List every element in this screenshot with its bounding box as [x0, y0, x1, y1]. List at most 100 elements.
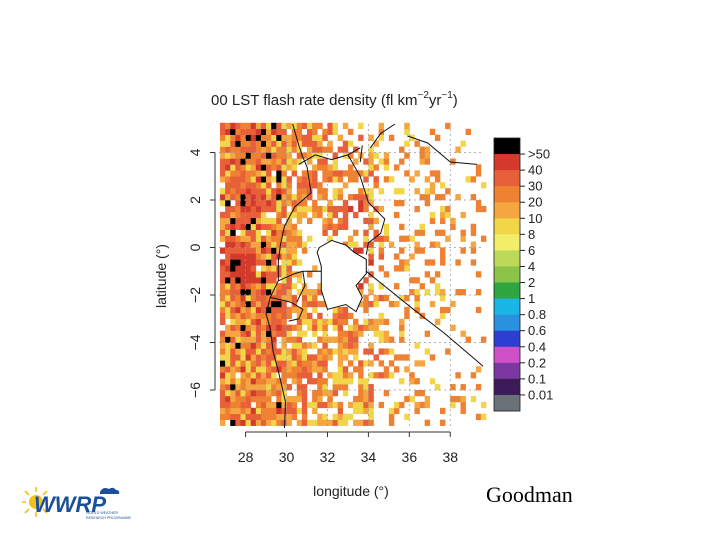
heatmap-cell [266, 164, 272, 171]
legend-swatch [494, 266, 520, 283]
heatmap-cell [322, 188, 328, 195]
heatmap-cell [260, 366, 267, 373]
heatmap-cell [281, 211, 287, 219]
heatmap-cell [230, 194, 236, 201]
heatmap-cell [342, 372, 349, 379]
heatmap-cell [266, 384, 272, 391]
heatmap-cell [434, 134, 441, 141]
heatmap-cell [281, 134, 287, 141]
heatmap-cell [424, 176, 431, 183]
heatmap-cell [317, 372, 323, 379]
heatmap-cell [250, 360, 257, 367]
heatmap-cell [235, 283, 241, 290]
heatmap-cell [250, 306, 257, 314]
heatmap-cell [281, 300, 287, 308]
heatmap-cell [250, 140, 257, 147]
x-tick-label: 34 [361, 449, 377, 465]
heatmap-cell [260, 253, 267, 260]
heatmap-cell [250, 241, 257, 248]
heatmap-cell [245, 289, 252, 296]
heatmap-cell [271, 330, 277, 337]
heatmap-cell [230, 283, 236, 290]
heatmap-cell [220, 217, 226, 225]
heatmap-cell [271, 312, 277, 320]
heatmap-cell [281, 140, 287, 147]
heatmap-cell [307, 217, 313, 225]
heatmap-cell [291, 253, 298, 260]
heatmap-cell [240, 306, 246, 314]
heatmap-cell [332, 188, 338, 195]
heatmap-cell [445, 211, 451, 219]
heatmap-cell [220, 378, 226, 385]
heatmap-cell [414, 306, 420, 314]
heatmap-cell [255, 152, 262, 159]
title-mid: yr [429, 92, 442, 109]
heatmap-cell [276, 235, 282, 242]
heatmap-cell [440, 182, 446, 189]
heatmap-cell [235, 235, 241, 242]
x-tick-label: 32 [320, 449, 336, 465]
heatmap-cell [281, 265, 287, 272]
heatmap-cell [286, 146, 292, 153]
heatmap-cell [368, 324, 374, 331]
heatmap-cell [301, 247, 308, 254]
heatmap-cell [245, 283, 252, 290]
heatmap-cell [296, 259, 303, 266]
heatmap-cell [307, 295, 313, 302]
heatmap-cell [235, 253, 241, 260]
heatmap-cell [271, 223, 277, 230]
heatmap-cell [470, 229, 477, 236]
heatmap-cell [220, 194, 226, 201]
heatmap-cell [260, 235, 267, 242]
heatmap-cell [373, 152, 379, 159]
heatmap-cell [337, 378, 344, 385]
heatmap-cell [250, 395, 257, 403]
heatmap-cell [409, 176, 415, 183]
heatmap-cell [353, 401, 359, 409]
heatmap-cell [286, 413, 292, 420]
heatmap-cell [266, 128, 272, 135]
heatmap-cell [225, 348, 231, 355]
heatmap-cell [301, 300, 308, 308]
heatmap-cell [378, 360, 385, 367]
legend-label: 20 [528, 195, 542, 210]
x-tick-label: 36 [402, 449, 418, 465]
heatmap-cell [245, 122, 252, 130]
heatmap-cell [260, 182, 267, 189]
heatmap-cell [291, 360, 298, 367]
heatmap-cell [358, 200, 364, 207]
x-tick-label: 30 [279, 449, 295, 465]
heatmap-cell [255, 217, 262, 225]
heatmap-cell [276, 241, 282, 248]
heatmap-cell [245, 360, 252, 367]
heatmap-cell [429, 182, 436, 189]
legend-swatch [494, 330, 520, 348]
heatmap-cell [230, 146, 236, 153]
heatmap-cell [245, 211, 252, 219]
heatmap-cell [296, 384, 303, 391]
heatmap-cell [301, 354, 308, 361]
heatmap-cell [301, 348, 308, 355]
heatmap-cell [393, 200, 400, 207]
heatmap-cell [368, 223, 374, 230]
heatmap-cell [245, 194, 252, 201]
heatmap-cell [271, 366, 277, 373]
heatmap-cell [322, 170, 328, 177]
heatmap-cell [409, 378, 415, 385]
heatmap-cell [317, 211, 323, 219]
heatmap-cell [276, 324, 282, 331]
heatmap-cell [240, 247, 246, 254]
heatmap-cell [337, 312, 344, 320]
heatmap-cell [419, 223, 425, 230]
heatmap-cell [378, 122, 385, 130]
heatmap-cell [296, 211, 303, 219]
heatmap-cell [291, 407, 298, 415]
heatmap-cell [281, 324, 287, 331]
heatmap-cell [347, 348, 354, 355]
heatmap-cell [312, 146, 318, 153]
heatmap-cell [296, 348, 303, 355]
heatmap-cell [235, 289, 241, 296]
heatmap-cell [363, 295, 369, 302]
heatmap-cell [255, 295, 262, 302]
heatmap-cell [220, 390, 226, 397]
